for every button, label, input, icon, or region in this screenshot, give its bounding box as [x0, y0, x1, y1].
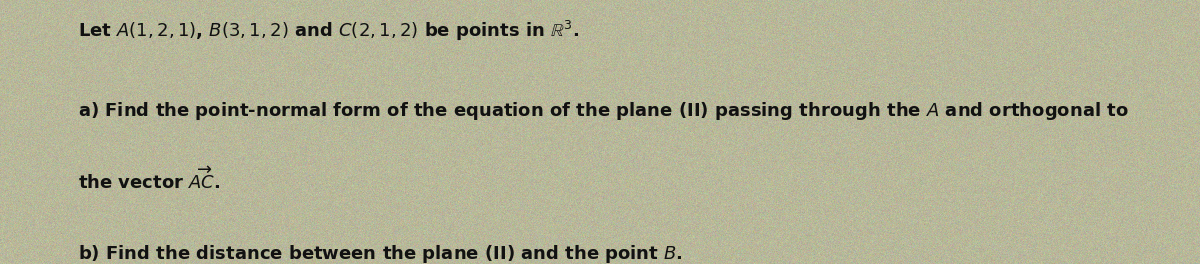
Text: Let $A(1, 2, 1)$, $B(3, 1, 2)$ and $C(2, 1, 2)$ be points in $\mathbb{R}^3$.: Let $A(1, 2, 1)$, $B(3, 1, 2)$ and $C(2,…	[78, 18, 580, 43]
Text: b) Find the distance between the plane (II) and the point $B$.: b) Find the distance between the plane (…	[78, 243, 683, 264]
Text: the vector $\overrightarrow{AC}$.: the vector $\overrightarrow{AC}$.	[78, 166, 221, 193]
Text: a) Find the point-normal form of the equation of the plane (II) passing through : a) Find the point-normal form of the equ…	[78, 100, 1129, 122]
